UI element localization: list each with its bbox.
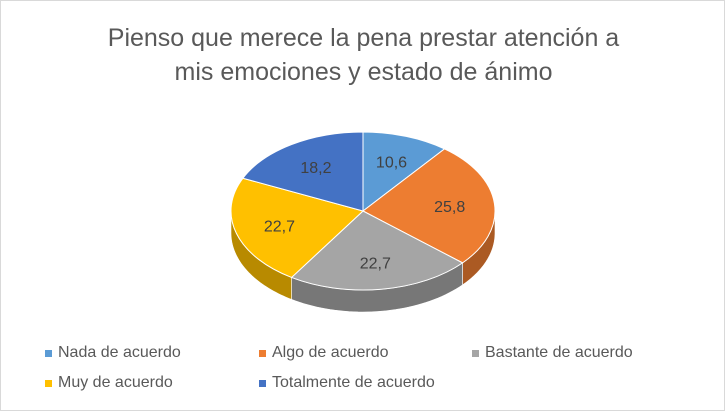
legend-swatch bbox=[45, 380, 52, 387]
pie-slice-muy bbox=[230, 177, 364, 279]
data-label-muy: 22,7 bbox=[264, 219, 295, 236]
data-label-nada: 10,6 bbox=[376, 155, 407, 172]
pie-slice-bastante bbox=[290, 210, 464, 291]
pie-slice-nada bbox=[362, 131, 446, 213]
pie-slice-algo bbox=[362, 148, 496, 264]
legend-label: Muy de acuerdo bbox=[58, 374, 173, 391]
legend-label: Totalmente de acuerdo bbox=[272, 374, 435, 391]
pie-slice-totalmente bbox=[242, 131, 364, 212]
legend-swatch bbox=[259, 350, 266, 357]
chart-title-line-1: Pienso que merece la pena prestar atenci… bbox=[107, 24, 620, 52]
legend-swatch bbox=[259, 380, 266, 387]
legend-label: Bastante de acuerdo bbox=[485, 344, 633, 361]
legend-swatch bbox=[472, 350, 479, 357]
legend-label: Nada de acuerdo bbox=[58, 344, 181, 361]
data-label-totalmente: 18,2 bbox=[300, 160, 331, 177]
chart-title-line-2: mis emociones y estado de ánimo bbox=[174, 58, 553, 86]
data-label-algo: 25,8 bbox=[434, 199, 465, 216]
legend-label: Algo de acuerdo bbox=[272, 344, 389, 361]
legend-swatch bbox=[45, 350, 52, 357]
chart-title: Pienso que merece la pena prestar atenci… bbox=[1, 21, 725, 89]
pie-chart: 10,6 25,8 22,7 22,7 18,2 bbox=[230, 131, 496, 313]
pie-slices bbox=[230, 131, 496, 291]
pie-data-labels: 10,6 25,8 22,7 22,7 18,2 bbox=[264, 155, 466, 273]
data-label-bastante: 22,7 bbox=[360, 256, 391, 273]
